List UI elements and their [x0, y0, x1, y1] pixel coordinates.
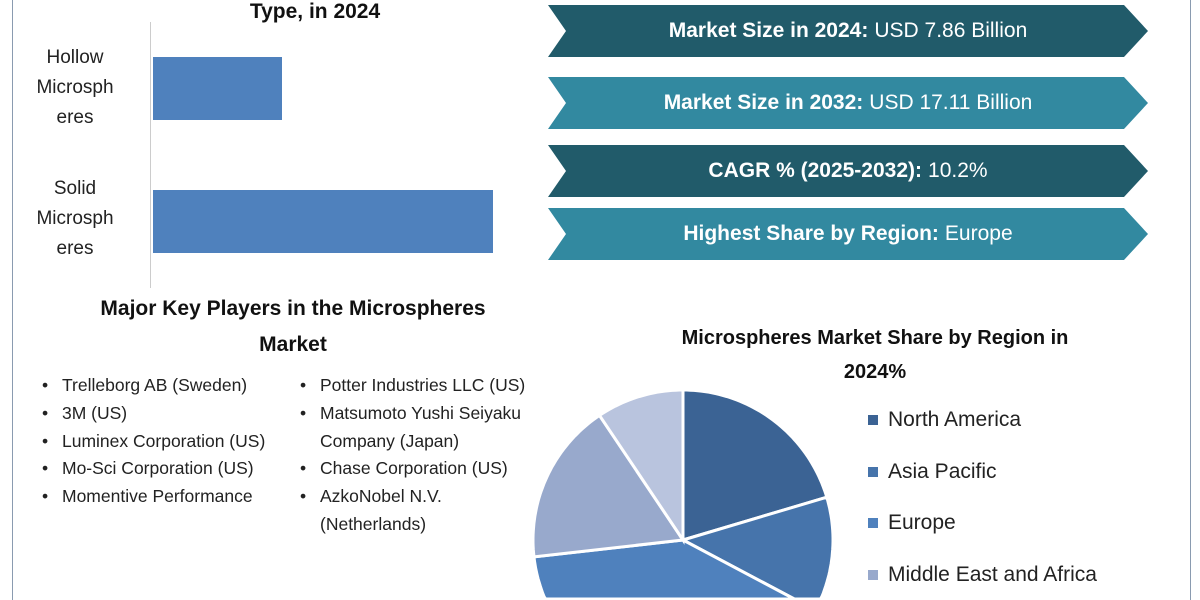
legend-swatch [868, 415, 878, 425]
pie-slice-asia-pacific [679, 495, 835, 600]
pie-slice-europe [532, 538, 796, 600]
stat-value: USD 7.86 Billion [874, 19, 1028, 42]
stat-label: Market Size in 2024: [668, 19, 869, 42]
legend-item: North America [868, 408, 1021, 432]
bar-solid-microspheres [153, 190, 493, 253]
stat-banner: Highest Share by Region: Europe [548, 208, 1148, 260]
legend-label: Asia Pacific [888, 459, 997, 483]
left-border [12, 0, 13, 600]
pie-chart-title: Microspheres Market Share by Region in 20… [681, 327, 1069, 383]
key-player-item: Matsumoto Yushi Seiyaku Company (Japan) [286, 400, 536, 456]
legend-swatch [868, 466, 878, 477]
legend-label: Europe [888, 511, 956, 534]
key-player-item: Trelleborg AB (Sweden) [28, 372, 268, 400]
pie-slice-north-america [681, 388, 829, 543]
key-player-item: 3M (US) [28, 400, 268, 428]
legend-label: North America [888, 408, 1022, 431]
stat-label: CAGR % (2025-2032): [708, 159, 923, 182]
stat-value: USD 17.11 Billion [869, 91, 1033, 114]
legend-item: Middle East and Africa [868, 563, 1097, 587]
key-players-list-1: Trelleborg AB (Sweden)3M (US)Luminex Cor… [28, 372, 268, 511]
key-player-item: Potter Industries LLC (US) [286, 372, 536, 400]
stat-banner: Market Size in 2032: USD 17.11 Billion [548, 77, 1148, 129]
pie-slice-middle-east-and-africa [531, 413, 686, 559]
bar-category-label: Solid Microsph eres [36, 178, 114, 259]
bar-chart-title: Type, in 2024 [249, 0, 381, 23]
stat-banner: Market Size in 2024: USD 7.86 Billion [548, 5, 1148, 57]
stat-label: Market Size in 2032: [663, 91, 864, 114]
bar-category-label: Hollow Microsph eres [36, 47, 114, 128]
stat-value: 10.2% [928, 159, 988, 182]
pie-slice [597, 388, 685, 545]
key-player-item: Mo-Sci Corporation (US) [28, 455, 268, 483]
right-border [1190, 0, 1191, 600]
key-players-title: Major Key Players in the Microspheres Mar… [100, 297, 486, 356]
legend-item: Asia Pacific [868, 460, 997, 484]
stat-label: Highest Share by Region: [683, 222, 939, 245]
legend-swatch [868, 518, 878, 528]
key-player-item: Luminex Corporation (US) [28, 428, 268, 456]
bar-hollow-microspheres [153, 57, 282, 120]
stat-value: Europe [944, 222, 1013, 245]
legend-item: Europe [868, 511, 956, 535]
stat-banner: CAGR % (2025-2032): 10.2% [548, 145, 1148, 197]
bar-axis [150, 22, 151, 288]
key-players-list-2: Potter Industries LLC (US)Matsumoto Yush… [286, 372, 536, 539]
key-player-item: Momentive Performance [28, 483, 268, 511]
legend-swatch [868, 569, 878, 580]
key-player-item: AzkoNobel N.V. (Netherlands) [286, 483, 536, 539]
legend-label: Middle East and Africa [888, 562, 1097, 586]
key-player-item: Chase Corporation (US) [286, 455, 536, 483]
